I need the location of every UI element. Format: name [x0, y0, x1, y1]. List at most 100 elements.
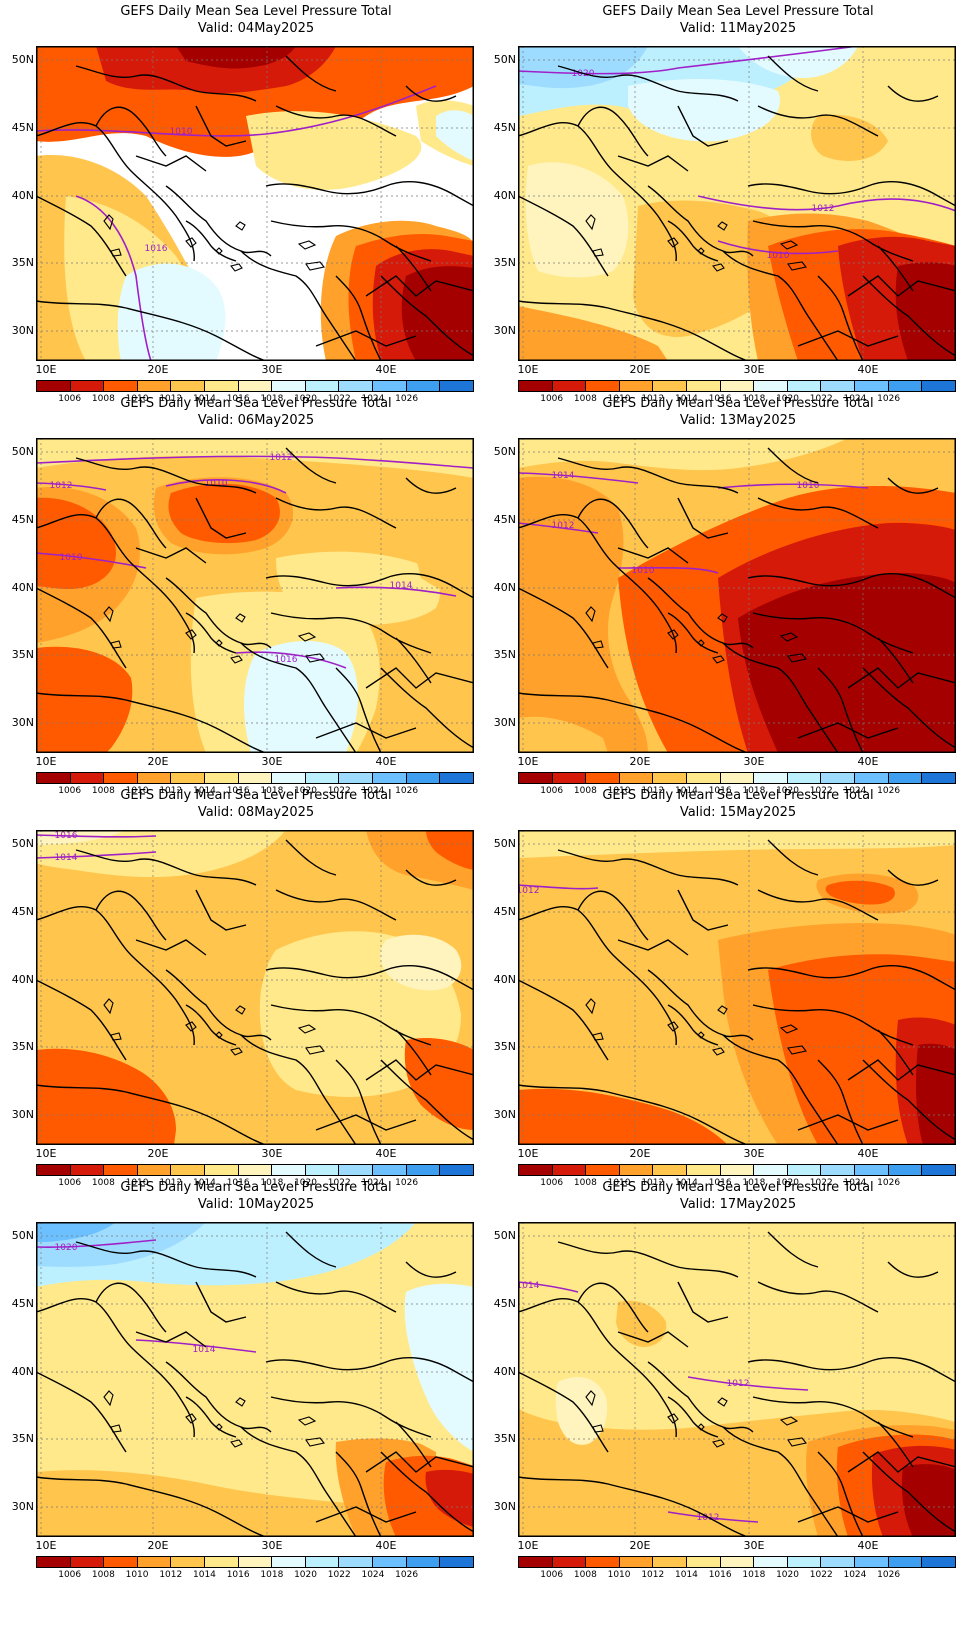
colorbar-swatch — [305, 1557, 340, 1567]
latitude-label: 45N — [493, 1297, 516, 1310]
longitude-label: 40E — [857, 363, 879, 376]
panel-title: GEFS Daily Mean Sea Level Pressure Total — [602, 396, 874, 411]
island-outline — [712, 655, 725, 664]
latitude-label: 50N — [11, 837, 34, 850]
colorbar-swatch — [519, 381, 553, 391]
island-outline — [103, 606, 114, 623]
isobar-label: 1010 — [170, 127, 193, 137]
coastline — [75, 849, 257, 886]
colorbar-label: 1008 — [573, 1570, 597, 1580]
colorbar-label: 1024 — [843, 394, 867, 404]
coastline — [315, 1506, 417, 1523]
latitude-label: 35N — [493, 256, 516, 269]
colorbar-swatch — [586, 381, 620, 391]
island-outline — [667, 1413, 679, 1424]
colorbar-swatch — [406, 381, 441, 391]
island-outline — [697, 247, 705, 255]
colorbar-label: 1014 — [193, 394, 216, 404]
colorbar-swatch — [171, 1557, 206, 1567]
coastline — [647, 1361, 754, 1433]
coastline — [518, 195, 609, 277]
coastline — [270, 220, 432, 262]
island-outline — [305, 1437, 325, 1447]
latitude-label: 30N — [493, 1108, 516, 1121]
latitude-label: 30N — [11, 1108, 34, 1121]
island-outline — [103, 998, 114, 1015]
pressure-map: 1012 1012 1010 1010 1014 1016 — [36, 438, 474, 753]
latitude-label: 40N — [493, 1365, 516, 1378]
colorbar-swatch — [687, 1557, 721, 1567]
coastline — [797, 1506, 899, 1523]
colorbar-swatch — [406, 773, 441, 783]
isobar-line — [36, 85, 437, 137]
coastline — [265, 965, 474, 991]
colorbar-swatch — [653, 381, 688, 391]
coastline — [36, 979, 127, 1061]
colorbar — [518, 1556, 956, 1568]
longitude-label: 40E — [857, 1147, 879, 1160]
pressure-fill-region — [738, 46, 858, 79]
latitude-label: 40N — [493, 581, 516, 594]
coastline — [36, 1084, 267, 1145]
island-outline — [235, 1397, 246, 1407]
colorbar-swatch — [855, 1165, 889, 1175]
latitude-label: 50N — [493, 53, 516, 66]
coastline — [95, 106, 167, 157]
coastline — [722, 1426, 839, 1537]
colorbar-swatch — [687, 381, 721, 391]
island-outline — [585, 998, 596, 1015]
coastline — [518, 1371, 609, 1453]
longitude-label: 30E — [261, 363, 283, 376]
map-frame — [36, 1222, 474, 1537]
colorbar-label: 1006 — [540, 1570, 564, 1580]
coastline — [518, 979, 609, 1061]
map-panel: GEFS Daily Mean Sea Level Pressure Total… — [482, 784, 964, 1194]
latitude-label: 40N — [11, 189, 34, 202]
panel-valid-date: Valid: 11May2025 — [679, 21, 797, 36]
island-outline — [717, 1397, 728, 1407]
island-outline — [697, 1423, 705, 1431]
pressure-fill-region — [117, 263, 226, 361]
coastline — [135, 547, 207, 564]
island-outline — [110, 640, 122, 649]
coastline — [887, 477, 939, 494]
colorbar-swatch — [37, 1557, 71, 1567]
coastline — [617, 939, 689, 956]
longitude-label: 20E — [629, 363, 651, 376]
coastline — [275, 889, 397, 921]
colorbar-label: 1006 — [58, 1570, 82, 1580]
colorbar-swatch — [339, 381, 374, 391]
island-outline — [592, 248, 604, 257]
colorbar-swatch — [272, 381, 306, 391]
pressure-fill-region — [36, 438, 474, 478]
isobar-line — [36, 834, 157, 838]
pressure-fill-region — [36, 1222, 116, 1242]
pressure-map: 1020 1012 1010 — [518, 46, 956, 361]
coastline — [862, 275, 956, 357]
colorbar-label: 1006 — [540, 1178, 564, 1188]
colorbar-label: 1012 — [641, 394, 665, 404]
isobar-line — [518, 46, 859, 75]
coastline — [135, 939, 207, 956]
colorbar-label: 1026 — [877, 786, 901, 796]
longitude-label: 10E — [517, 363, 539, 376]
pressure-fill-region — [401, 266, 474, 361]
colorbar-swatch — [519, 1557, 553, 1567]
coastline — [380, 275, 474, 357]
pressure-fill-region — [628, 79, 780, 142]
coastline — [36, 905, 195, 1046]
latitude-label: 50N — [493, 837, 516, 850]
coastline — [365, 275, 474, 297]
colorbar-swatch — [104, 773, 138, 783]
colorbar-label: 1020 — [776, 1570, 799, 1580]
pressure-fill-region — [404, 1283, 474, 1452]
colorbar-swatch — [787, 773, 822, 783]
longitude-label: 40E — [375, 1539, 397, 1552]
colorbar — [36, 772, 474, 784]
isobar-label: 1012 — [518, 886, 539, 896]
latitude-label: 30N — [493, 324, 516, 337]
coastline — [195, 497, 247, 539]
coastline — [285, 55, 337, 92]
coastline — [752, 220, 914, 262]
panel-valid-date: Valid: 04May2025 — [197, 21, 315, 36]
